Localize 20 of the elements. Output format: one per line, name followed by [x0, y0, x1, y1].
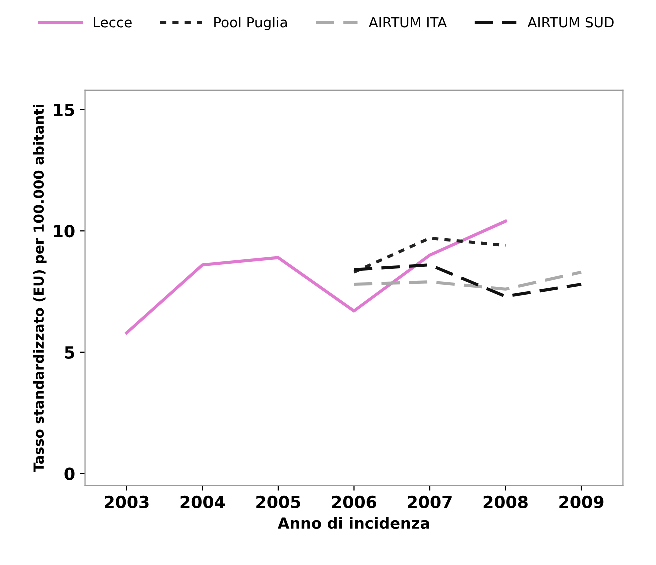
x-tick-label: 2007 — [408, 496, 452, 509]
y-tick-label: 15 — [54, 104, 74, 116]
legend-label: AIRTUM SUD — [528, 17, 614, 28]
x-tick-label: 2008 — [484, 496, 528, 509]
line-series — [352, 270, 584, 291]
line-series — [352, 264, 584, 298]
x-tick-label: 2005 — [256, 496, 301, 509]
y-tick-label: 5 — [65, 346, 74, 360]
x-tick-label: 2004 — [180, 496, 226, 509]
x-axis-title: Anno di incidenza — [278, 517, 430, 530]
line-series — [125, 220, 508, 335]
legend-label: Pool Puglia — [214, 17, 288, 30]
x-tick-label: 2009 — [560, 496, 604, 509]
legend-label: Lecce — [94, 17, 132, 28]
y-axis-title: Tasso standardizzato (EU) per 100.000 abitanti — [33, 105, 47, 472]
x-tick-label: 2006 — [332, 496, 377, 509]
y-tick-label: 10 — [54, 225, 75, 238]
legend-label: AIRTUM ITA — [368, 17, 448, 28]
y-tick-label: 0 — [64, 468, 75, 480]
x-tick-label: 2003 — [105, 496, 149, 509]
